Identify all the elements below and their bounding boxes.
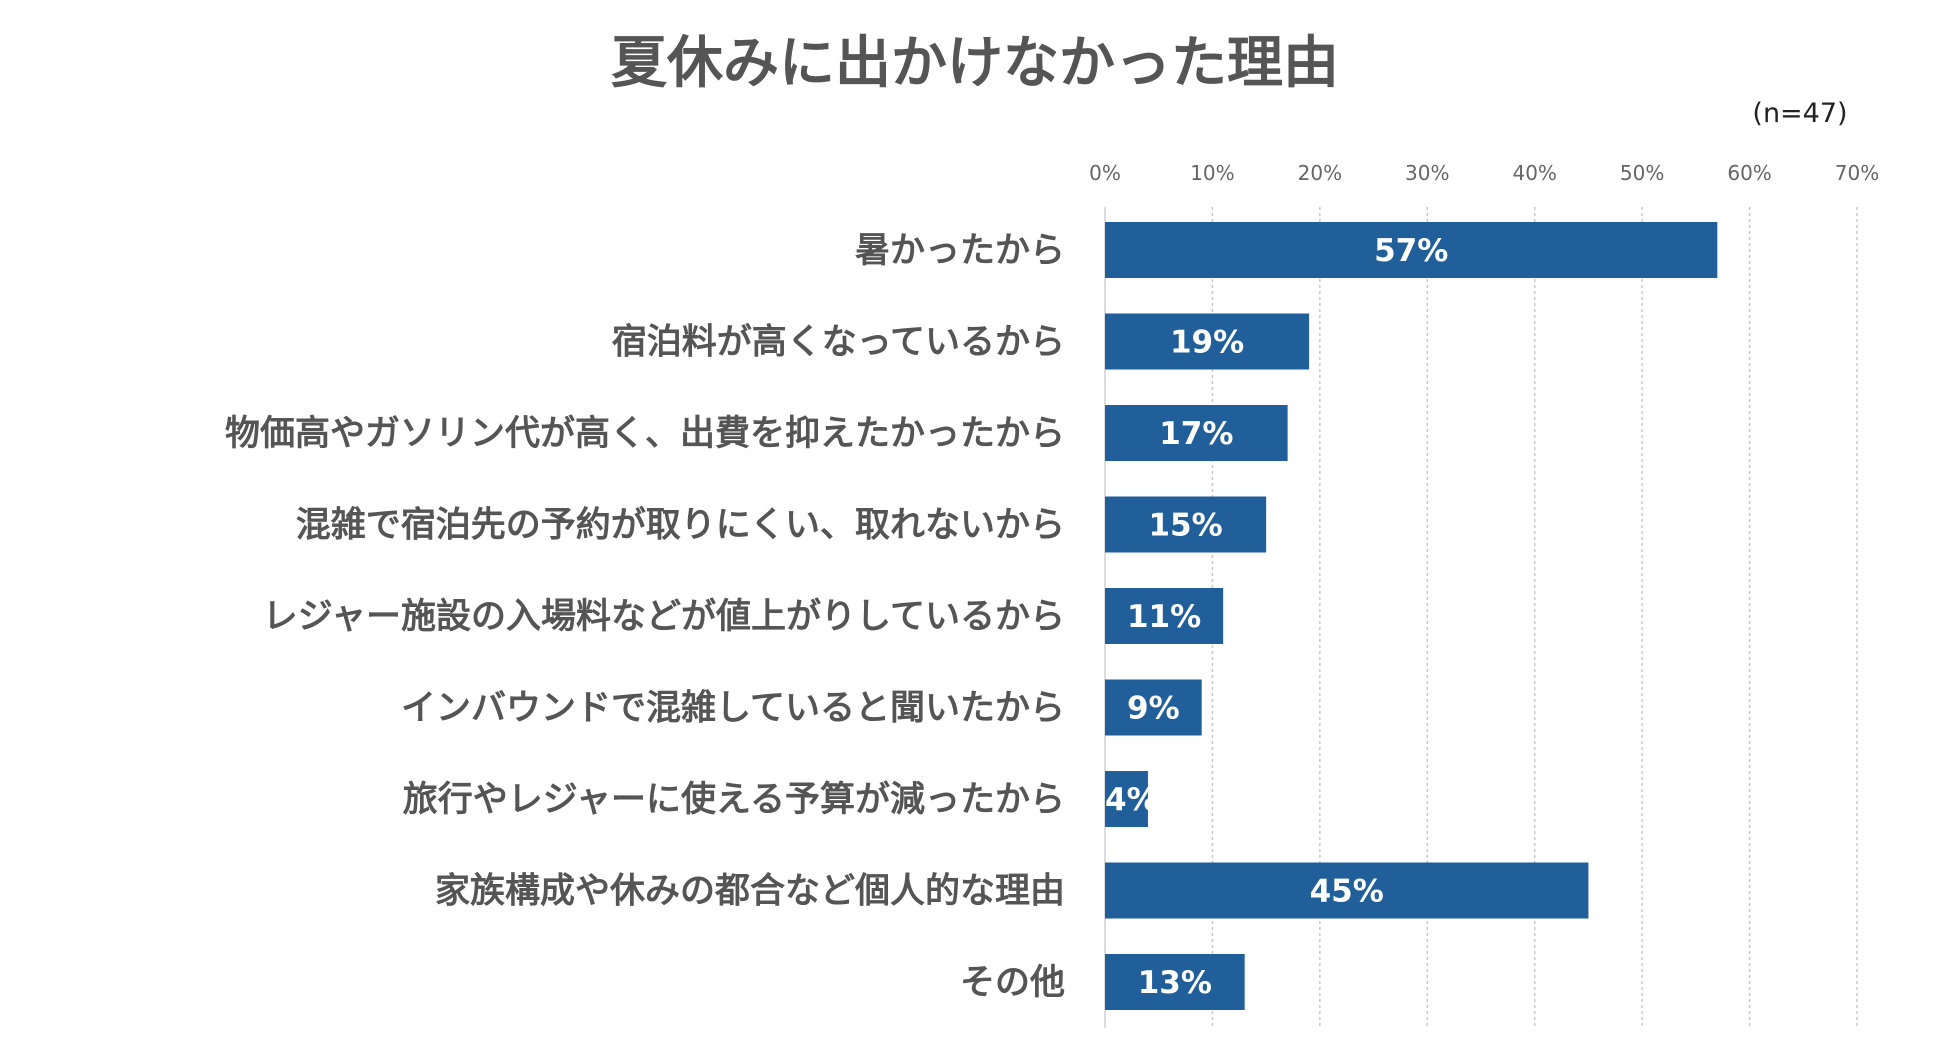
data-label: 11% — [1127, 599, 1201, 635]
category-label: 旅行やレジャーに使える予算が減ったから — [403, 780, 1065, 820]
category-label: 宿泊料が高くなっているから — [612, 323, 1065, 363]
category-label: 暑かったから — [855, 231, 1065, 271]
bar — [1105, 588, 1224, 644]
bar — [1105, 496, 1267, 553]
bar — [1105, 405, 1288, 461]
category-labels: 暑かったから宿泊料が高くなっているから物価高やガソリン代が高く、出費を抑えたかっ… — [225, 231, 1065, 1003]
bar — [1105, 313, 1310, 370]
data-label: 45% — [1310, 874, 1384, 910]
category-label: 家族構成や休みの都合など個人的な理由 — [435, 872, 1065, 912]
sample-size-note: (n=47) — [1752, 98, 1848, 129]
data-label: 57% — [1374, 233, 1448, 269]
chart-title: 夏休みに出かけなかった理由 — [611, 31, 1339, 96]
category-label: その他 — [960, 963, 1065, 1003]
data-label: 13% — [1138, 965, 1212, 1001]
data-labels: 57% 19% 17% 15% 11% 9% 4% 45% 13% — [1105, 233, 1448, 1001]
x-tick-label: 30% — [1405, 161, 1449, 185]
x-tick-label: 10% — [1190, 161, 1234, 185]
category-label: 物価高やガソリン代が高く、出費を抑えたかったから — [225, 414, 1065, 454]
bar — [1105, 679, 1202, 736]
bars — [1105, 222, 1718, 1010]
x-tick-label: 20% — [1298, 161, 1342, 185]
x-tick-label: 60% — [1727, 161, 1771, 185]
bar — [1105, 954, 1245, 1010]
bar — [1105, 862, 1589, 919]
data-label: 15% — [1148, 508, 1222, 544]
bar — [1105, 222, 1718, 278]
category-label: レジャー施設の入場料などが値上がりしているから — [263, 597, 1065, 637]
data-label: 19% — [1170, 325, 1244, 361]
data-label: 17% — [1159, 416, 1233, 452]
data-label: 9% — [1127, 691, 1180, 727]
x-tick-label: 70% — [1835, 161, 1879, 185]
x-tick-label: 40% — [1512, 161, 1556, 185]
x-tick-labels: 0% 10% 20% 30% 40% 50% 60% 70% — [1089, 161, 1879, 185]
bar — [1105, 771, 1148, 827]
data-label: 4% — [1105, 782, 1158, 818]
category-label: 混雑で宿泊先の予約が取りにくい、取れないから — [296, 506, 1065, 546]
x-tick-label: 0% — [1089, 161, 1121, 185]
category-label: インバウンドで混雑していると聞いたから — [401, 689, 1065, 729]
x-tick-label: 50% — [1620, 161, 1664, 185]
